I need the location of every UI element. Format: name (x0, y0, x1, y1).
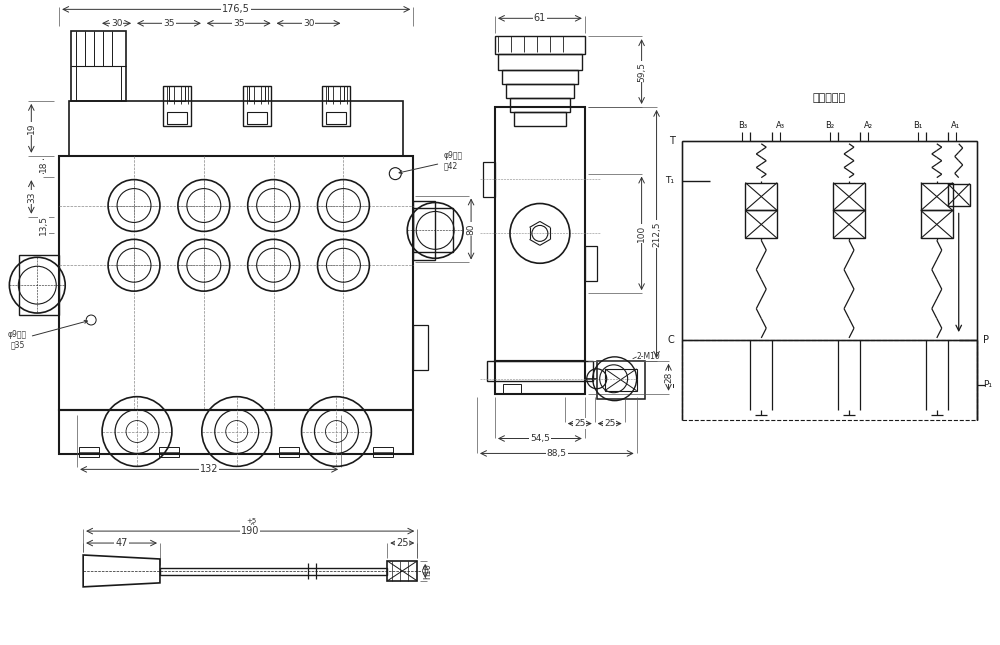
Bar (71, 31, 126, 101)
Bar (59, 155, 413, 410)
Text: 18: 18 (39, 161, 48, 172)
Text: 13,5: 13,5 (39, 215, 48, 235)
Bar (163, 86, 191, 126)
Text: 28: 28 (664, 372, 673, 383)
Text: I: I (672, 380, 675, 390)
Text: C: C (668, 335, 675, 345)
Text: A₃: A₃ (776, 121, 785, 130)
Bar (413, 325, 428, 370)
Bar (514, 112, 566, 126)
Text: 2-M10: 2-M10 (637, 352, 660, 361)
Bar (413, 208, 453, 252)
Text: 30: 30 (303, 19, 314, 28)
Text: 35: 35 (233, 19, 244, 28)
Text: P: P (983, 335, 989, 345)
Text: 液压原理图: 液压原理图 (813, 93, 846, 103)
Bar (169, 86, 185, 101)
Bar (483, 162, 495, 197)
Bar (487, 361, 593, 381)
Text: 25: 25 (574, 419, 585, 428)
Text: 35: 35 (163, 19, 175, 28)
Bar (833, 210, 865, 239)
Text: 88,5: 88,5 (547, 449, 567, 458)
Bar (19, 255, 59, 315)
Bar (373, 448, 393, 457)
Text: 19: 19 (27, 123, 36, 134)
Bar (502, 70, 578, 84)
Bar (948, 184, 970, 206)
Bar (495, 36, 585, 54)
Text: 54,5: 54,5 (530, 434, 550, 443)
Bar (495, 361, 585, 393)
Text: 176,5: 176,5 (222, 5, 250, 14)
Bar (326, 112, 346, 124)
Bar (322, 86, 350, 126)
Bar (59, 410, 413, 455)
Text: B₁: B₁ (913, 121, 922, 130)
Text: 59,5: 59,5 (637, 61, 646, 81)
Text: 212,5: 212,5 (652, 221, 661, 246)
Bar (243, 86, 271, 126)
Bar (249, 86, 265, 101)
Bar (79, 448, 99, 457)
Bar (160, 568, 387, 575)
Text: P₁: P₁ (983, 381, 992, 389)
Text: φ9盲孔
深42: φ9盲孔 深42 (399, 151, 462, 174)
Bar (921, 183, 953, 210)
Text: 25: 25 (604, 419, 615, 428)
Bar (585, 246, 597, 281)
Bar (247, 112, 267, 124)
Text: B₃: B₃ (738, 121, 747, 130)
Bar (682, 340, 977, 420)
Text: h10: h10 (423, 563, 432, 579)
Bar (745, 210, 777, 239)
Text: A₂: A₂ (863, 121, 872, 130)
Bar (328, 86, 344, 101)
Text: T₁: T₁ (666, 176, 675, 185)
Bar (506, 84, 574, 98)
Text: 33: 33 (27, 191, 36, 203)
Text: 47: 47 (115, 538, 128, 548)
Bar (387, 561, 417, 581)
Text: T: T (669, 136, 675, 146)
Text: B₂: B₂ (826, 121, 835, 130)
Bar (597, 361, 645, 399)
Text: 80: 80 (467, 223, 476, 235)
Text: 190: 190 (241, 526, 259, 536)
Bar (833, 183, 865, 210)
Bar (69, 101, 403, 155)
Bar (167, 112, 187, 124)
Bar (159, 448, 179, 457)
Text: 0: 0 (248, 523, 255, 529)
Text: A₁: A₁ (951, 121, 960, 130)
Text: 100: 100 (637, 224, 646, 242)
Bar (498, 54, 582, 70)
Bar (503, 384, 521, 393)
Bar (413, 201, 435, 261)
Text: +5: +5 (247, 518, 257, 524)
Text: 30: 30 (111, 19, 122, 28)
Text: 132: 132 (200, 464, 218, 474)
Bar (921, 210, 953, 239)
Bar (510, 98, 570, 112)
Text: 25: 25 (396, 538, 409, 548)
Text: 61: 61 (534, 14, 546, 23)
Text: φ9盲孔
深35: φ9盲孔 深35 (8, 321, 87, 350)
Bar (605, 369, 637, 391)
Bar (745, 183, 777, 210)
Bar (279, 448, 299, 457)
Bar (495, 107, 585, 361)
